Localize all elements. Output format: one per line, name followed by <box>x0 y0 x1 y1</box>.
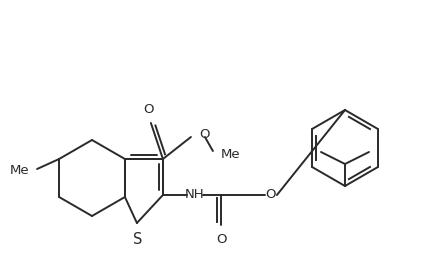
Text: Me: Me <box>221 149 240 162</box>
Text: O: O <box>266 188 276 201</box>
Text: NH: NH <box>185 188 205 201</box>
Text: S: S <box>133 232 143 247</box>
Text: O: O <box>144 103 154 116</box>
Text: O: O <box>199 129 209 141</box>
Text: O: O <box>217 233 227 246</box>
Text: Me: Me <box>9 165 29 178</box>
